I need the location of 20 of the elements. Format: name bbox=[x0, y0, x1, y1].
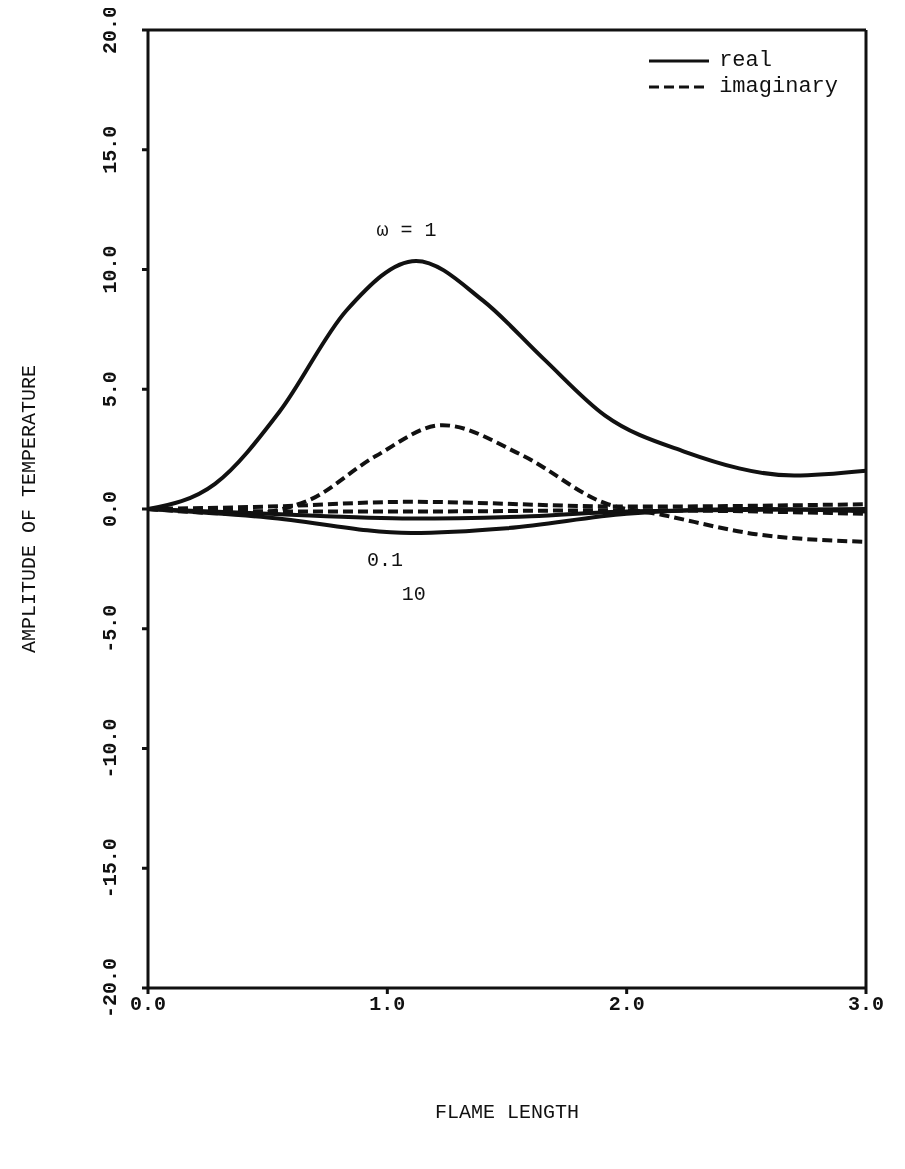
y-tick-label: 0.0 bbox=[99, 490, 122, 528]
y-tick-label: 15.0 bbox=[99, 125, 122, 174]
x-tick-label: 3.0 bbox=[847, 993, 885, 1017]
x-tick-label: 0.0 bbox=[129, 993, 167, 1017]
y-tick-label: 10.0 bbox=[99, 245, 122, 294]
y-tick-label: -10.0 bbox=[99, 718, 122, 779]
annotation: 0.1 bbox=[366, 549, 403, 573]
annotation: 10 bbox=[401, 583, 426, 607]
y-tick-label: 20.0 bbox=[99, 5, 122, 55]
y-tick-label: -20.0 bbox=[99, 957, 122, 1019]
y-tick-label: 5.0 bbox=[99, 371, 122, 408]
x-tick-label: 1.0 bbox=[369, 993, 406, 1017]
y-tick-label: -15.0 bbox=[99, 838, 122, 899]
y-tick-label: -5.0 bbox=[99, 604, 122, 653]
x-tick-label: 2.0 bbox=[608, 993, 645, 1017]
legend-label: imaginary bbox=[719, 74, 838, 100]
y-axis-title: AMPLITUDE OF TEMPERATURE bbox=[18, 364, 42, 654]
x-axis-title: FLAME LENGTH bbox=[434, 1101, 580, 1124]
legend-label: real bbox=[719, 48, 772, 74]
annotation: ω = 1 bbox=[376, 218, 437, 242]
